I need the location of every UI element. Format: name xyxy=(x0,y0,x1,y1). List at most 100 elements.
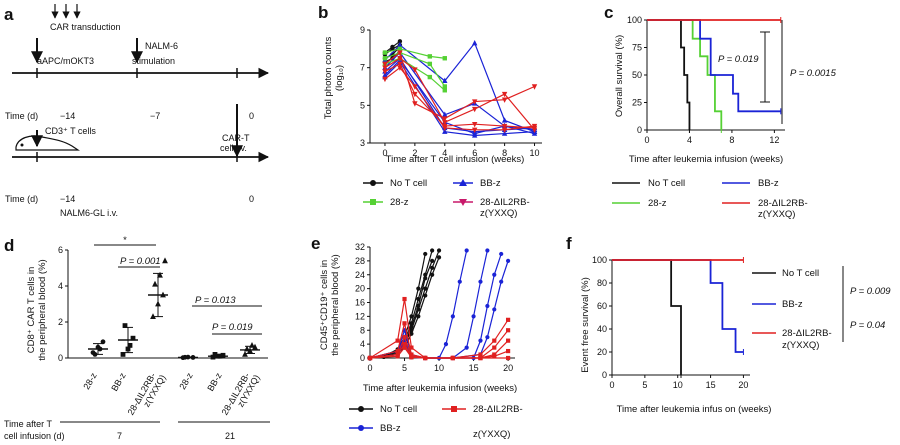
nalm-label: NALM-6 xyxy=(145,41,178,51)
legend-notcell: No T cell xyxy=(390,178,427,189)
e-data-point xyxy=(471,314,476,319)
e-data-point xyxy=(436,255,442,260)
e-data-point xyxy=(478,338,483,343)
e-y-tick-label: 4 xyxy=(360,339,365,349)
legend-f-bbz: BB-z xyxy=(782,299,803,310)
b-data-point xyxy=(397,65,403,71)
c-y-tick-label: 50 xyxy=(632,70,642,80)
b-y-tick-label: 5 xyxy=(360,100,365,110)
legend-e-marker-notcell xyxy=(358,406,364,412)
e-data-point xyxy=(430,248,435,253)
e-data-point xyxy=(492,354,497,359)
f-y-tick-label: 40 xyxy=(597,324,607,334)
e-y-tick-label: 16 xyxy=(355,298,365,308)
c-survival-curve xyxy=(647,19,691,130)
panel-label-c: c xyxy=(604,3,613,22)
d-data-point xyxy=(122,323,128,328)
panel-a: a CAR transduction aAPC/mOKT3 NALM-6 sti… xyxy=(4,4,270,218)
legend-e-marker-il2 xyxy=(451,406,457,412)
c-xlabel: Time after leukemia infusion (weeks) xyxy=(629,154,783,165)
d-y-tick-label: 6 xyxy=(58,245,63,255)
e-data-point xyxy=(416,314,421,319)
b-y-tick-label: 7 xyxy=(360,63,365,73)
d-data-point xyxy=(152,280,158,287)
e-data-point xyxy=(409,324,414,329)
b-data-point xyxy=(531,84,538,90)
d-cat-1: BB-z xyxy=(109,371,128,393)
b-series-line xyxy=(384,61,535,137)
b-x-tick-label: 6 xyxy=(472,148,477,158)
d-time-label-1: Time after T xyxy=(4,419,53,429)
time-label-bottom: Time (d) xyxy=(5,194,38,204)
b-data-point xyxy=(471,127,478,134)
c-x-tick-label: 12 xyxy=(769,135,779,145)
e-data-point xyxy=(505,338,511,343)
e-data-point xyxy=(505,317,511,322)
c-p-inner: P = 0.019 xyxy=(718,54,759,65)
f-y-tick-label: 100 xyxy=(592,255,607,265)
c-x-tick-label: 0 xyxy=(644,135,649,145)
b-data-point xyxy=(427,54,433,59)
cd3-label: CD3⁺ T cells xyxy=(45,126,96,136)
legend-e-il2-line1: 28-ΔIL2RB- xyxy=(473,404,523,415)
e-data-point xyxy=(423,286,428,291)
d-p2: P = 0.013 xyxy=(195,295,236,306)
e-data-point xyxy=(464,248,469,253)
d-data-point xyxy=(157,271,163,278)
b-data-point xyxy=(397,61,403,68)
panel-c: c Overall survival (%) 0 4 8 12 0 25 50 75 100 T… xyxy=(604,3,837,220)
c-ylabel: Overall survival (%) xyxy=(614,35,625,117)
e-data-point xyxy=(395,354,400,359)
e-data-point xyxy=(505,258,511,263)
legend-il2-line2: z(YXXQ) xyxy=(480,208,517,219)
f-p2: P = 0.04 xyxy=(850,320,885,331)
e-data-point xyxy=(492,345,497,350)
e-data-point xyxy=(416,286,421,291)
e-x-tick-label: 10 xyxy=(434,363,444,373)
e-y-tick-label: 28 xyxy=(355,256,365,266)
b-data-point xyxy=(471,39,478,46)
panel-e: e CD45⁺CD19⁺ cells inthe peripheral bloo… xyxy=(311,234,523,440)
b-data-point xyxy=(501,91,508,98)
b-data-point xyxy=(501,127,508,134)
legend-il2-line1: 28-ΔIL2RB- xyxy=(480,197,530,208)
e-data-point xyxy=(409,314,414,319)
e-data-point xyxy=(492,272,497,277)
f-y-tick-label: 0 xyxy=(602,370,607,380)
e-data-point xyxy=(464,345,469,350)
b-data-point xyxy=(412,101,418,107)
b-data-point xyxy=(382,72,388,78)
b-data-point xyxy=(442,116,448,122)
d-data-point xyxy=(130,335,136,341)
b-data-point xyxy=(501,123,508,130)
legend-e-marker-bbz xyxy=(358,425,364,431)
d-p1: P = 0.001 xyxy=(120,256,161,267)
legend-marker-il2 xyxy=(459,199,467,206)
d-cat-4: 28-z xyxy=(177,371,195,392)
legend-c-28z: 28-z xyxy=(648,198,667,209)
panel-f: f Event free survival (%) 0 5 10 15 20 0 20 40 6… xyxy=(566,234,891,415)
e-y-tick-label: 8 xyxy=(360,325,365,335)
b-data-point xyxy=(382,56,388,61)
b-data-point xyxy=(471,106,478,113)
c-y-tick-label: 0 xyxy=(637,125,642,135)
f-x-tick-label: 15 xyxy=(706,380,716,390)
b-series-line xyxy=(384,41,535,133)
car-t-label: CAR-T xyxy=(222,133,250,143)
panel-label-b: b xyxy=(318,3,328,22)
mouse-eye-icon xyxy=(20,143,24,147)
b-data-point xyxy=(471,99,478,105)
e-data-point xyxy=(457,279,462,284)
d-y-tick-label: 2 xyxy=(58,317,63,327)
b-data-point xyxy=(471,130,478,136)
b-data-point xyxy=(412,91,418,98)
c-y-tick-label: 75 xyxy=(632,43,642,53)
b-series-line xyxy=(384,51,446,87)
legend-c-il2-line2: z(YXXQ) xyxy=(758,209,795,220)
e-y-tick-label: 20 xyxy=(355,284,365,294)
e-data-point xyxy=(430,258,435,263)
panel-b: b Total photon counts(log₁₀) 0 2 4 6 8 10 3 5 7 9… xyxy=(318,3,542,219)
b-data-point xyxy=(442,125,448,132)
d-data-point xyxy=(100,339,106,345)
d-cat-5: BB-z xyxy=(205,371,224,393)
